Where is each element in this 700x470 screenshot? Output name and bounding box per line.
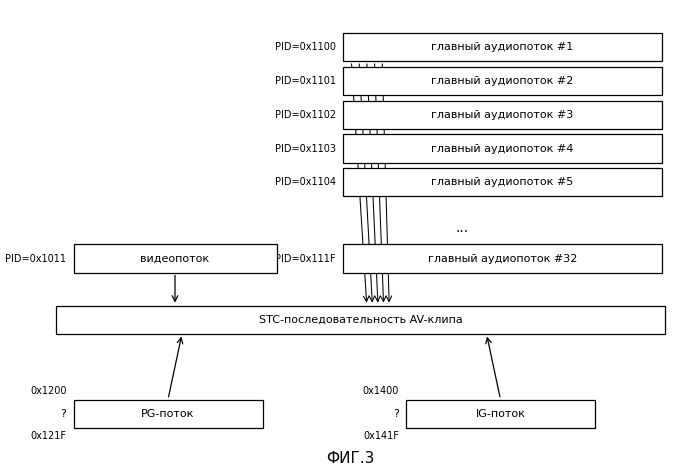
Bar xyxy=(343,134,662,163)
Text: PID=0x1100: PID=0x1100 xyxy=(275,42,336,52)
Text: главный аудиопоток #32: главный аудиопоток #32 xyxy=(428,253,577,264)
Text: PID=0x111F: PID=0x111F xyxy=(276,253,336,264)
Text: PG-поток: PG-поток xyxy=(141,408,195,419)
Text: ?: ? xyxy=(393,408,399,419)
Text: 0x141F: 0x141F xyxy=(363,431,399,441)
Bar xyxy=(343,33,662,61)
Bar xyxy=(343,168,662,196)
Text: PID=0x1011: PID=0x1011 xyxy=(6,253,66,264)
Text: главный аудиопоток #1: главный аудиопоток #1 xyxy=(431,42,573,52)
Text: IG-поток: IG-поток xyxy=(475,408,526,419)
Text: 0x121F: 0x121F xyxy=(31,431,66,441)
Text: PID=0x1104: PID=0x1104 xyxy=(275,177,336,188)
Bar xyxy=(74,400,262,428)
Bar xyxy=(343,67,662,95)
Text: ...: ... xyxy=(456,221,468,235)
Bar xyxy=(343,244,662,273)
Text: 0x1200: 0x1200 xyxy=(30,386,66,396)
Text: главный аудиопоток #5: главный аудиопоток #5 xyxy=(431,177,573,188)
Bar xyxy=(74,244,276,273)
Text: главный аудиопоток #3: главный аудиопоток #3 xyxy=(431,110,573,120)
Bar xyxy=(56,306,665,334)
Text: главный аудиопоток #4: главный аудиопоток #4 xyxy=(431,143,573,154)
Text: PID=0x1103: PID=0x1103 xyxy=(275,143,336,154)
Text: видеопоток: видеопоток xyxy=(141,253,209,264)
Text: ФИГ.3: ФИГ.3 xyxy=(326,451,374,466)
Text: 0x1400: 0x1400 xyxy=(363,386,399,396)
Text: ?: ? xyxy=(61,408,66,419)
Text: PID=0x1101: PID=0x1101 xyxy=(275,76,336,86)
Bar xyxy=(406,400,595,428)
Text: PID=0x1102: PID=0x1102 xyxy=(275,110,336,120)
Text: STC-последовательность AV-клипа: STC-последовательность AV-клипа xyxy=(258,314,463,325)
Text: главный аудиопоток #2: главный аудиопоток #2 xyxy=(431,76,573,86)
Bar xyxy=(343,101,662,129)
